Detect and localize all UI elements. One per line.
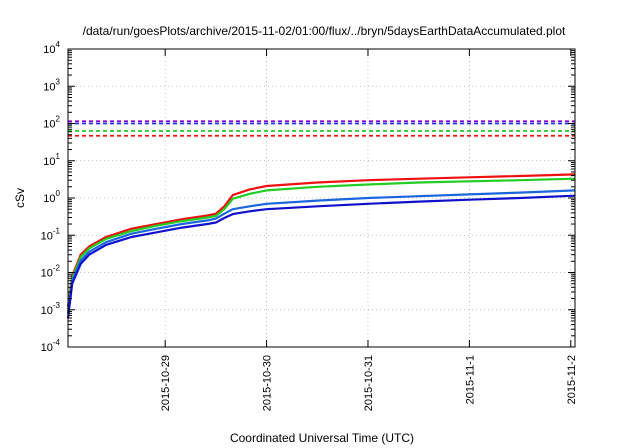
x-tick-label: 2015-10-29 (160, 355, 172, 411)
reference-lines (68, 120, 575, 137)
y-tick-label: 102 (43, 115, 60, 131)
x-tick-label: 2015-11-1 (464, 355, 476, 404)
y-tick-label: 10-4 (41, 338, 61, 354)
series-lines (66, 173, 576, 319)
chart-title: /data/run/goesPlots/archive/2015-11-02/0… (83, 24, 566, 38)
x-tick-label: 2015-10-31 (363, 355, 375, 411)
series-line (66, 177, 576, 310)
ticks (68, 48, 575, 348)
series-line (66, 173, 576, 307)
x-tick-label: 2015-11-2 (566, 355, 578, 404)
y-tick-labels: 10-4 10-3 10-2 10-1 100 101 102 103 104 (41, 40, 61, 354)
y-axis-label: cSv (13, 188, 27, 208)
y-tick-label: 103 (43, 77, 60, 93)
x-axis-label: Coordinated Universal Time (UTC) (230, 431, 414, 445)
x-tick-label: 2015-10-30 (262, 355, 274, 411)
y-tick-label: 10-1 (41, 226, 61, 242)
y-tick-label: 101 (43, 152, 60, 168)
y-tick-label: 100 (43, 189, 60, 205)
y-tick-label: 10-3 (41, 301, 61, 317)
y-tick-label: 10-2 (41, 264, 61, 280)
series-line (66, 189, 576, 314)
y-tick-label: 104 (43, 40, 60, 56)
x-tick-labels: 2015-10-29 2015-10-30 2015-10-31 2015-11-1 2… (160, 355, 578, 411)
series-line (66, 194, 576, 319)
